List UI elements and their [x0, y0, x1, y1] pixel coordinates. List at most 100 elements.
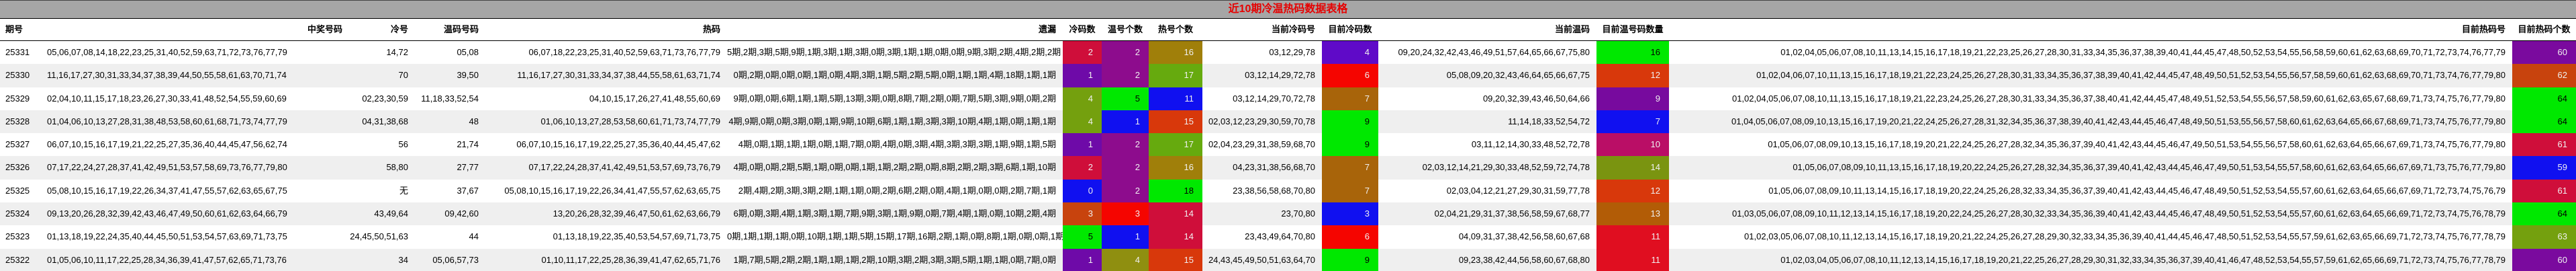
cell-current-warm-numbers: 09,20,24,32,42,43,46,49,51,57,64,65,66,6… — [1398, 47, 1590, 57]
badge-hot-count: 15 — [1149, 248, 1202, 271]
cell-warm-numbers: 44 — [469, 231, 479, 242]
badge-hot-count: 14 — [1149, 225, 1202, 249]
badge-hot-count: 16 — [1149, 41, 1202, 65]
col-header-current-warm-numbers: 当前温码 — [1554, 24, 1590, 34]
badge-current-hot-count: 60 — [2512, 41, 2576, 65]
cell-current-hot-numbers: 01,05,06,07,08,09,10,13,15,16,17,18,19,2… — [1768, 139, 2506, 150]
badge-current-cold-count: 9 — [1322, 248, 1378, 271]
cell-current-warm-numbers: 11,14,18,33,52,54,72 — [1508, 116, 1590, 126]
badge-warm-count: 2 — [1102, 133, 1149, 157]
badge-current-cold-count: 3 — [1322, 202, 1378, 226]
cell-omission: 9期,0期,0期,6期,1期,1期,5期,13期,3期,0期,8期,7期,2期,… — [733, 93, 1056, 104]
cell-current-cold-numbers: 23,70,80 — [1281, 208, 1315, 219]
cell-cold-numbers: 34 — [398, 254, 408, 265]
badge-warm-count: 5 — [1102, 87, 1149, 110]
badge-cold-count: 1 — [1063, 248, 1102, 271]
cell-current-warm-numbers: 02,04,21,29,31,37,38,56,58,59,67,68,77 — [1434, 208, 1590, 219]
cell-current-warm-numbers: 09,20,32,39,43,46,50,64,66 — [1482, 93, 1590, 104]
cell-cold-numbers: 58,80 — [386, 162, 408, 173]
cell-current-hot-numbers: 01,02,04,05,06,07,08,10,11,13,14,15,16,1… — [1780, 47, 2506, 57]
badge-cold-count: 1 — [1063, 133, 1102, 157]
badge-warm-count: 2 — [1102, 156, 1149, 180]
cell-cold-numbers: 24,45,50,51,63 — [350, 231, 408, 242]
page-title: 近10期冷温热码数据表格 — [0, 1, 2576, 19]
badge-hot-count: 11 — [1149, 87, 1202, 110]
cell-cold-numbers: 14,72 — [386, 47, 408, 57]
cell-current-warm-numbers: 03,11,12,14,30,33,48,52,72,78 — [1471, 139, 1590, 150]
badge-hot-count: 16 — [1149, 156, 1202, 180]
badge-current-hot-count: 61 — [2512, 179, 2576, 203]
cell-warm-numbers: 09,42,60 — [444, 208, 479, 219]
cell-hot-numbers: 13,20,26,28,32,39,46,47,50,61,62,63,66,7… — [553, 208, 720, 219]
cell-period: 25328 — [5, 116, 30, 126]
cell-warm-numbers: 05,06,57,73 — [432, 254, 479, 265]
cell-hot-numbers: 06,07,18,22,23,25,31,40,52,59,63,71,73,7… — [528, 47, 720, 57]
cell-omission: 4期,9期,0期,0期,3期,0期,1期,9期,10期,6期,1期,1期,3期,… — [728, 116, 1056, 126]
badge-cold-count: 2 — [1063, 156, 1102, 180]
cell-current-hot-numbers: 01,05,06,07,08,09,10,11,13,15,16,17,18,1… — [1793, 162, 2506, 173]
badge-hot-count: 17 — [1149, 133, 1202, 157]
badge-cold-count: 2 — [1063, 41, 1102, 65]
cell-current-hot-numbers: 01,02,04,06,07,10,11,13,15,16,17,18,19,2… — [1756, 70, 2506, 81]
table-row-25331: 25331 05,06,07,08,14,18,22,23,25,31,40,52… — [0, 41, 2576, 65]
badge-warm-count: 2 — [1102, 41, 1149, 65]
table-row-25326: 25326 07,17,22,24,27,28,37,41,42,49,51,53… — [0, 156, 2576, 180]
cell-winning-numbers: 01,13,18,19,22,24,35,40,44,45,50,51,53,5… — [47, 231, 287, 242]
cell-omission: 1期,7期,5期,2期,2期,1期,1期,1期,2期,10期,3期,2期,3期,… — [733, 254, 1056, 265]
cell-warm-numbers: 48 — [469, 116, 479, 126]
cell-winning-numbers: 06,07,10,15,16,17,19,21,22,25,27,35,36,4… — [47, 139, 287, 150]
cell-period: 25326 — [5, 162, 30, 173]
table-row-25323: 25323 01,13,18,19,22,24,35,40,44,45,50,51… — [0, 225, 2576, 249]
cell-current-cold-numbers: 24,43,45,49,50,51,63,64,70 — [1208, 254, 1315, 265]
badge-warm-count: 4 — [1102, 248, 1149, 271]
table-row-25322: 25322 01,05,06,10,11,17,22,25,28,34,36,39… — [0, 248, 2576, 271]
col-header-hot-count: 热号个数 — [1157, 24, 1193, 34]
cell-hot-numbers: 07,17,22,24,28,37,41,42,49,51,53,57,69,7… — [528, 162, 720, 173]
badge-current-warm-count: 11 — [1596, 248, 1669, 271]
cell-period: 25322 — [5, 254, 30, 265]
cell-winning-numbers: 11,16,17,27,30,31,33,34,37,38,39,44,50,5… — [47, 70, 287, 81]
col-header-current-warm-count: 目前温号码数量 — [1602, 24, 1664, 34]
cell-cold-numbers: 02,23,30,59 — [362, 93, 408, 104]
cell-omission: 0期,2期,0期,0期,0期,1期,0期,4期,3期,1期,5期,2期,5期,0… — [733, 70, 1056, 81]
table-row-25330: 25330 11,16,17,27,30,31,33,34,37,38,39,44… — [0, 64, 2576, 87]
badge-current-cold-count: 7 — [1322, 156, 1378, 180]
badge-cold-count: 4 — [1063, 87, 1102, 110]
badge-hot-count: 14 — [1149, 202, 1202, 226]
cell-hot-numbers: 01,06,10,13,27,28,53,58,60,61,71,73,74,7… — [540, 116, 720, 126]
col-header-current-cold-count: 目前冷码数 — [1328, 24, 1372, 34]
col-header-current-cold-numbers: 当前冷码号 — [1271, 24, 1315, 34]
cell-hot-numbers: 01,13,18,19,22,35,40,53,54,57,69,71,73,7… — [553, 231, 720, 242]
cell-current-cold-numbers: 23,38,56,58,68,70,80 — [1233, 185, 1315, 196]
badge-warm-count: 3 — [1102, 202, 1149, 226]
cell-warm-numbers: 37,67 — [457, 185, 479, 196]
cell-warm-numbers: 39,50 — [457, 70, 479, 81]
cell-omission: 0期,1期,1期,1期,0期,10期,1期,1期,5期,15期,17期,16期,… — [727, 231, 1063, 242]
badge-current-warm-count: 9 — [1596, 87, 1669, 110]
cell-winning-numbers: 01,05,06,10,11,17,22,25,28,34,36,39,41,4… — [47, 254, 287, 265]
badge-current-hot-count: 64 — [2512, 87, 2576, 110]
badge-current-cold-count: 9 — [1322, 110, 1378, 134]
badge-current-warm-count: 13 — [1596, 202, 1669, 226]
cell-period: 25325 — [5, 185, 30, 196]
cell-current-warm-numbers: 09,23,38,42,44,56,58,60,67,68,80 — [1458, 254, 1590, 265]
badge-hot-count: 15 — [1149, 110, 1202, 134]
badge-warm-count: 1 — [1102, 225, 1149, 249]
table-row-25329: 25329 02,04,10,11,15,17,18,23,26,27,30,33… — [0, 87, 2576, 110]
cell-cold-numbers: 43,49,64 — [374, 208, 408, 219]
table-row-25325: 25325 05,08,10,15,16,17,19,22,26,34,37,41… — [0, 179, 2576, 203]
badge-hot-count: 17 — [1149, 64, 1202, 87]
col-header-cold-count: 冷码数 — [1069, 24, 1096, 34]
cell-warm-numbers: 11,18,33,52,54 — [421, 93, 479, 104]
cell-current-cold-numbers: 03,12,14,29,70,72,78 — [1233, 93, 1315, 104]
col-header-warm-count: 温号个数 — [1107, 24, 1143, 34]
col-header-period: 期号 — [5, 24, 23, 34]
cell-cold-numbers: 04,31,38,68 — [362, 116, 408, 126]
badge-current-warm-count: 12 — [1596, 179, 1669, 203]
cell-omission: 6期,0期,3期,4期,1期,3期,1期,7期,9期,3期,1期,9期,0期,7… — [733, 208, 1056, 219]
cell-current-hot-numbers: 01,02,03,04,05,06,07,08,10,11,12,13,14,1… — [1780, 254, 2506, 265]
cell-current-hot-numbers: 01,02,04,05,06,07,08,10,11,13,15,16,17,1… — [1731, 93, 2506, 104]
cell-current-cold-numbers: 02,03,12,23,29,30,59,70,78 — [1208, 116, 1315, 126]
badge-current-hot-count: 61 — [2512, 133, 2576, 157]
badge-current-cold-count: 6 — [1322, 64, 1378, 87]
